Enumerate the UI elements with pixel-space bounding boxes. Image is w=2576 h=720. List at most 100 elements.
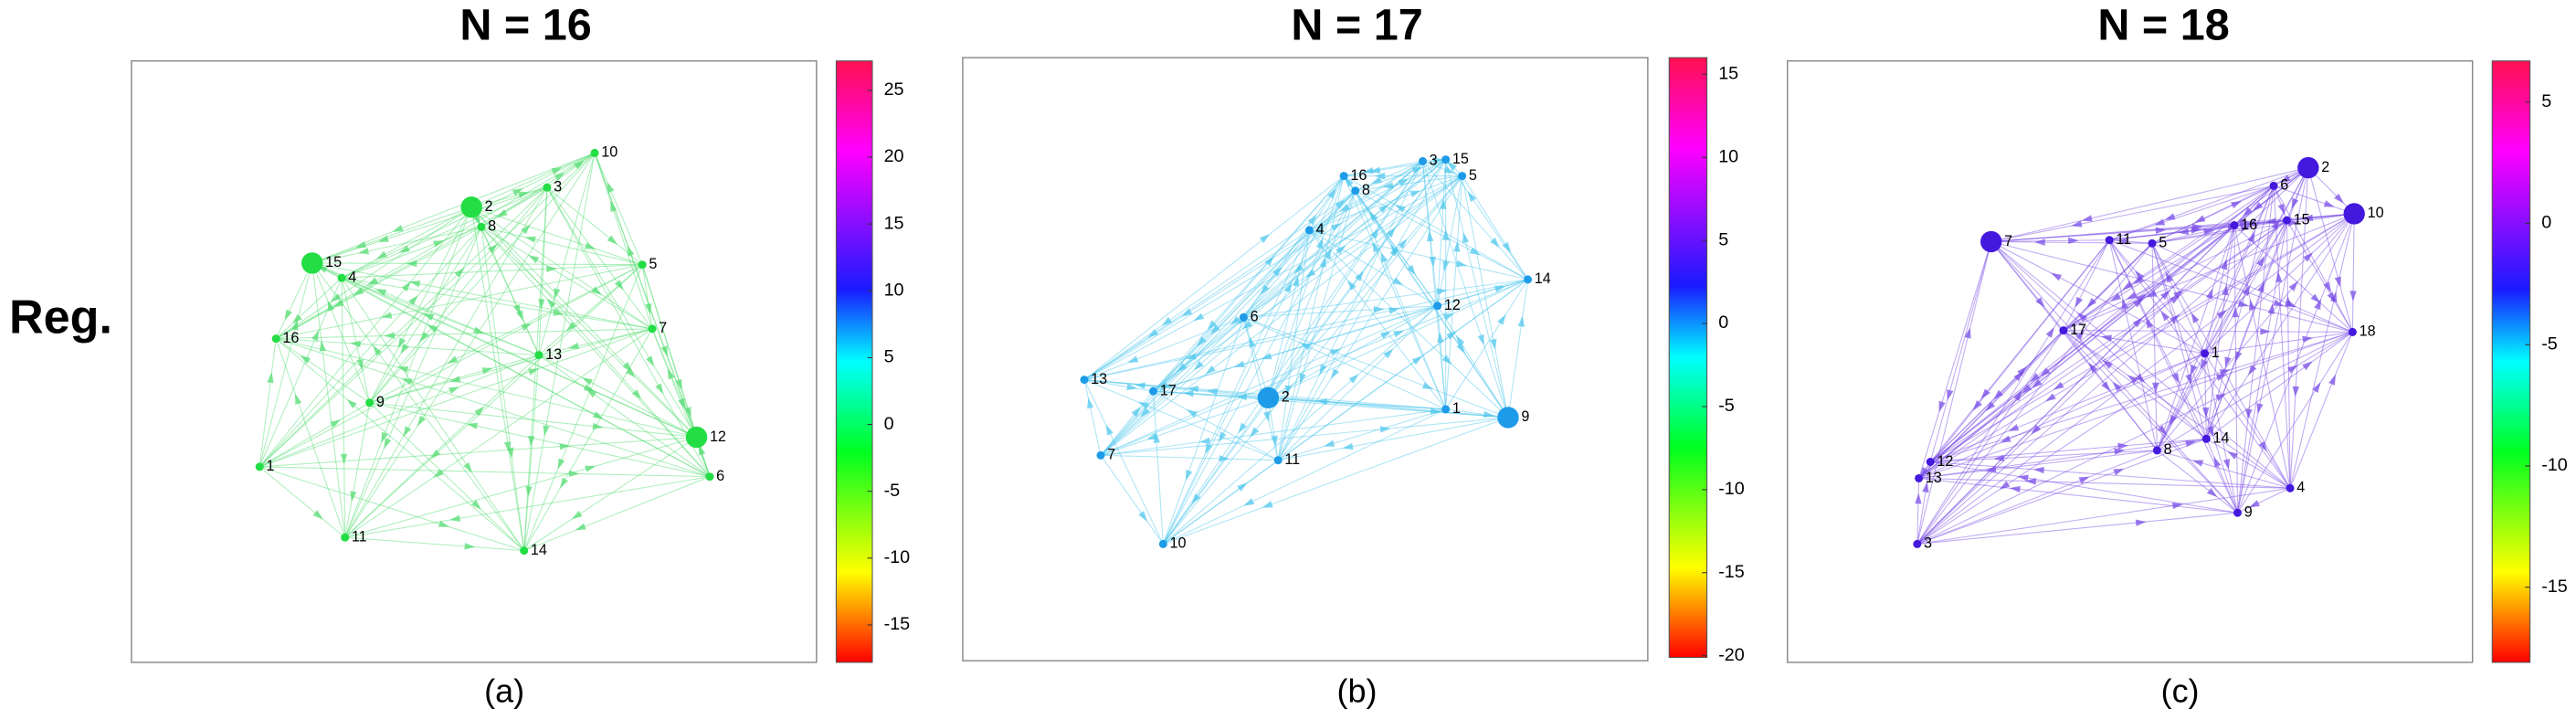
- edge: [523, 437, 697, 552]
- edge: [1929, 241, 1992, 462]
- edge-arrow: [2191, 227, 2202, 234]
- edge-arrow: [1304, 269, 1316, 278]
- edge: [1268, 279, 1528, 398]
- edge: [2063, 213, 2355, 332]
- edge: [594, 153, 653, 329]
- edge-arrow: [2053, 381, 2064, 390]
- edge-arrow: [409, 280, 421, 288]
- edge: [1421, 161, 1509, 418]
- edge-arrow: [1372, 241, 1380, 253]
- edge: [1277, 175, 1345, 461]
- edge: [259, 402, 370, 468]
- colorbar: [835, 60, 873, 663]
- edge-arrow: [467, 422, 479, 429]
- edge: [2237, 487, 2291, 514]
- edge: [344, 153, 596, 538]
- edge: [1277, 279, 1528, 461]
- node-label: 13: [545, 346, 562, 363]
- edge-arrow: [1442, 260, 1450, 272]
- edge-arrow: [524, 236, 536, 243]
- node-label: 7: [1107, 447, 1115, 463]
- edge: [2063, 330, 2238, 514]
- edge: [1152, 391, 1164, 545]
- edge: [2157, 438, 2207, 451]
- edge-arrow: [631, 389, 642, 400]
- edge: [311, 262, 346, 538]
- edge-arrow: [574, 160, 585, 170]
- edge: [1918, 477, 2291, 489]
- edge-arrow: [449, 376, 461, 383]
- edge-arrow: [1292, 275, 1300, 287]
- edge-arrow: [2271, 218, 2280, 230]
- edge-arrow: [2127, 375, 2138, 385]
- edge: [2237, 213, 2355, 514]
- edge: [523, 476, 711, 552]
- edge-arrow: [1388, 307, 1400, 314]
- edge-arrow: [2122, 281, 2134, 291]
- edge-arrow: [2078, 476, 2090, 484]
- edge: [1083, 229, 1310, 381]
- node: [1497, 407, 1519, 429]
- edge: [1100, 175, 1345, 456]
- edge: [1100, 160, 1423, 456]
- edge-arrow: [2247, 231, 2255, 243]
- edge-arrow: [311, 330, 320, 342]
- edge: [1267, 161, 1423, 398]
- edge: [1083, 379, 1102, 456]
- edge: [1344, 159, 1446, 177]
- edge: [275, 277, 343, 340]
- edge-arrow: [2022, 384, 2032, 394]
- edge-arrow: [2258, 440, 2267, 452]
- edge-arrow: [367, 277, 379, 286]
- edge: [311, 262, 371, 403]
- edge-arrow: [1283, 281, 1293, 293]
- edge: [369, 402, 711, 478]
- edge-arrow: [2025, 478, 2036, 485]
- edge-arrow: [557, 458, 565, 470]
- edge-arrow: [1964, 327, 1971, 339]
- edge-arrow: [2244, 219, 2256, 227]
- edge: [2156, 213, 2355, 451]
- edge: [1100, 279, 1528, 456]
- edge-arrow: [1315, 238, 1324, 249]
- edge-arrow: [2288, 281, 2298, 291]
- edge-arrow: [2287, 365, 2298, 374]
- edge-arrow: [585, 242, 596, 249]
- edge-arrow: [384, 332, 395, 339]
- edge-arrow: [646, 355, 655, 367]
- edge: [1990, 167, 2308, 243]
- edge: [1990, 241, 2207, 439]
- colorbar: [1668, 57, 1708, 659]
- edge: [344, 536, 524, 552]
- node-label: 2: [485, 198, 493, 215]
- edge-arrow: [592, 411, 604, 419]
- edge-arrow: [1386, 227, 1396, 238]
- edge-arrow: [1315, 225, 1325, 236]
- edge-arrow: [1264, 256, 1274, 267]
- edge: [275, 338, 711, 478]
- edge-arrow: [2114, 448, 2126, 455]
- node: [638, 260, 647, 270]
- edge-arrow: [403, 426, 412, 437]
- edge-arrow: [2213, 456, 2222, 468]
- edge: [641, 264, 653, 329]
- edge-arrow: [2051, 272, 2063, 281]
- edge-arrow: [628, 245, 635, 257]
- edge: [480, 226, 653, 330]
- edge: [1153, 390, 1446, 410]
- edge: [1918, 239, 2110, 479]
- edge-arrow: [2205, 288, 2213, 300]
- edge: [275, 338, 370, 404]
- edge-arrow: [1517, 315, 1525, 327]
- edge-arrow: [2207, 425, 2214, 437]
- edge: [259, 277, 343, 468]
- edge-arrow: [470, 500, 481, 510]
- edge-arrow: [2232, 306, 2239, 318]
- node: [1239, 312, 1248, 322]
- node: [1418, 156, 1427, 165]
- edge-arrow: [1477, 334, 1484, 345]
- edge: [2063, 219, 2287, 332]
- node-label: 10: [1170, 535, 1187, 552]
- edge-arrow: [464, 543, 476, 550]
